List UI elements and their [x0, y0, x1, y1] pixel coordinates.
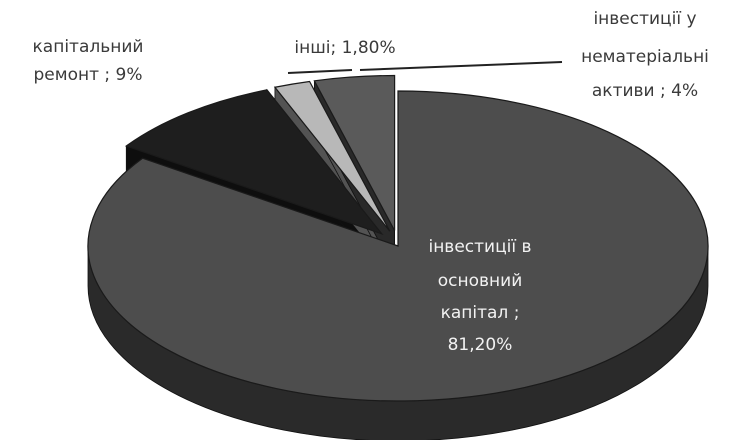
label-other: інші; 1,80% [294, 38, 395, 58]
label-line: капітальний [33, 37, 144, 57]
leader-line-intangible [359, 61, 563, 71]
pie-slice-3 [313, 74, 396, 231]
label-line: основний [438, 271, 523, 291]
leader-line-other [287, 69, 353, 74]
label-fixed-capital: інвестиції в основний капітал ; 81,20% [428, 237, 531, 355]
label-line: нематеріальні [581, 47, 709, 67]
label-line: активи ; 4% [592, 81, 698, 101]
label-line: капітал ; [441, 303, 520, 323]
label-intangible: інвестиції у нематеріальні активи ; 4% [581, 9, 709, 101]
pie-slice-1 [125, 89, 384, 236]
label-line: інші; 1,80% [294, 38, 395, 58]
pie-slice-0 [87, 90, 709, 402]
label-line: 81,20% [448, 335, 513, 355]
leader-lines [287, 61, 563, 74]
label-line: інвестиції у [593, 9, 696, 29]
label-line: ремонт ; 9% [34, 65, 143, 85]
label-overhaul: капітальний ремонт ; 9% [33, 37, 144, 85]
pie-slice-2 [273, 80, 391, 232]
label-line: інвестиції в [428, 237, 531, 257]
pie-tops [87, 74, 709, 402]
